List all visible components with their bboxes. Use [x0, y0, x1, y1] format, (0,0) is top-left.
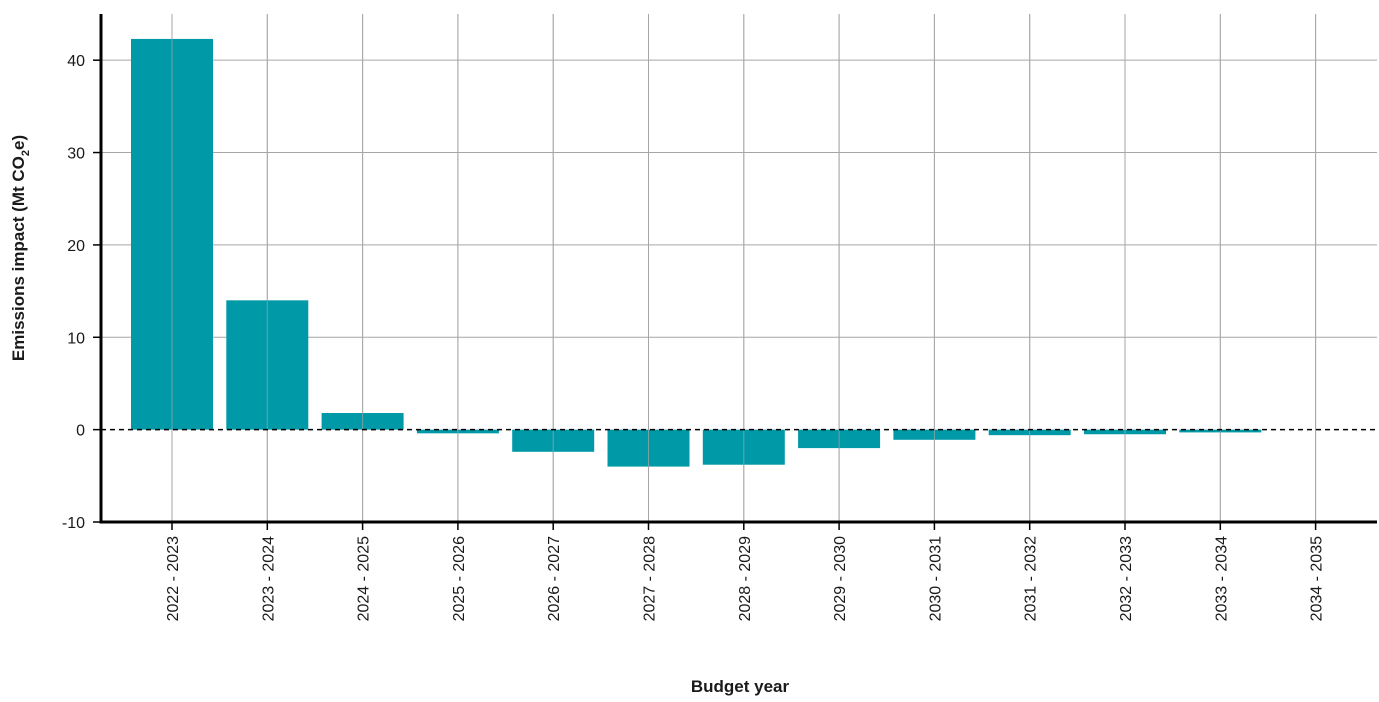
x-tick-label: 2028 - 2029 [737, 536, 754, 622]
y-tick-label: 20 [67, 238, 85, 255]
x-tick-label: 2024 - 2025 [356, 536, 373, 622]
x-tick-label: 2026 - 2027 [546, 536, 563, 622]
label-layer: Budget year Emissions impact (Mt CO2e) [9, 135, 790, 696]
y-tick-label: -10 [62, 515, 85, 532]
x-axis-title: Budget year [691, 677, 790, 696]
y-tick-label: 30 [67, 146, 85, 163]
x-tick-label: 2033 - 2034 [1213, 536, 1230, 622]
x-tick-label: 2025 - 2026 [451, 536, 468, 622]
x-tick-label: 2031 - 2032 [1023, 536, 1040, 622]
x-tick-label: 2023 - 2024 [260, 536, 277, 622]
x-tick-label: 2027 - 2028 [642, 536, 659, 622]
y-tick-label: 10 [67, 330, 85, 347]
x-tick-label: 2022 - 2023 [165, 536, 182, 622]
y-axis-title-suffix: e) [9, 135, 28, 150]
y-tick-label: 40 [67, 53, 85, 70]
x-tick-label: 2034 - 2035 [1309, 536, 1326, 622]
bar-layer [131, 14, 1317, 522]
y-axis-title-subscript: 2 [20, 150, 32, 156]
axis-layer: -10 0 10 20 30 40 2022 - 2023 2023 - 2024 2024 -… [62, 14, 1377, 621]
y-tick-label: 0 [76, 423, 85, 440]
y-axis-title: Emissions impact (Mt CO2e) [9, 135, 32, 361]
x-tick-label: 2029 - 2030 [832, 536, 849, 622]
y-axis-title-main: Emissions impact (Mt CO [9, 156, 28, 361]
x-tick-label: 2032 - 2033 [1118, 536, 1135, 622]
x-tick-label: 2030 - 2031 [927, 536, 944, 622]
